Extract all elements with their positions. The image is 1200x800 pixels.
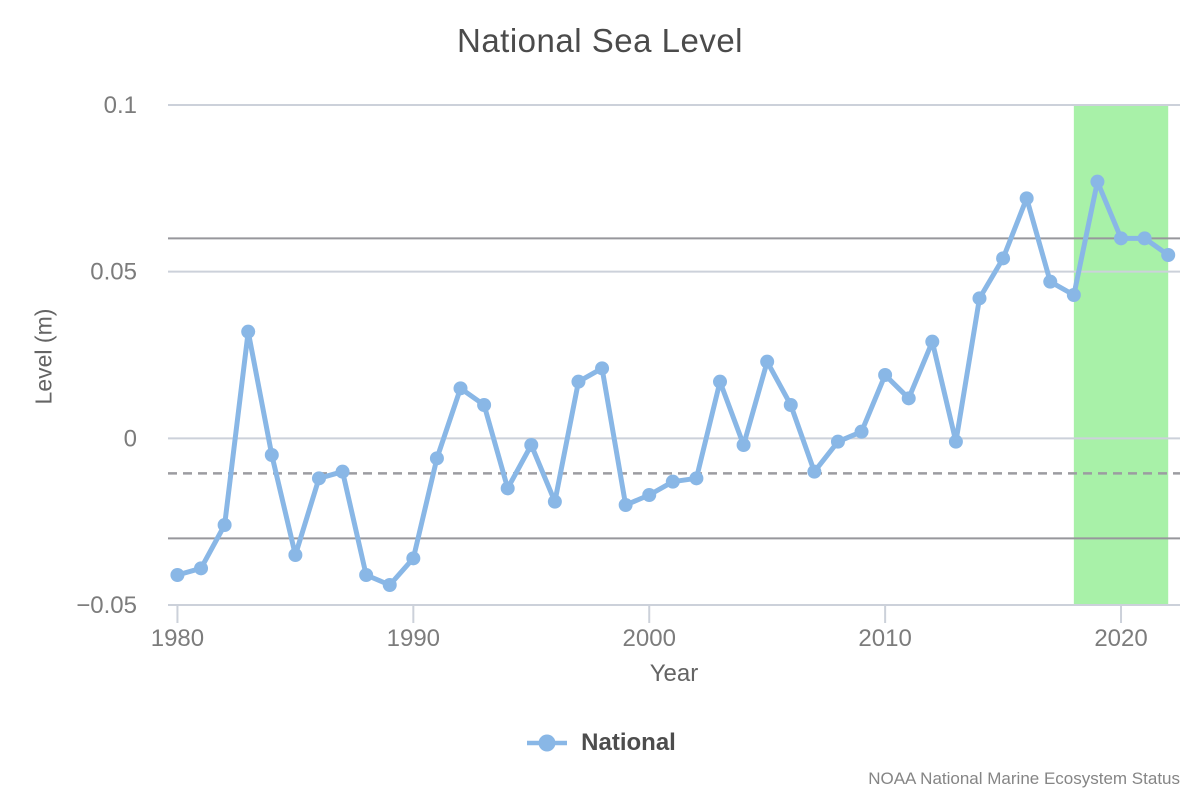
legend[interactable]: National	[0, 729, 1200, 757]
data-point-marker[interactable]	[783, 398, 798, 412]
data-point-marker[interactable]	[713, 374, 727, 389]
legend-label: National	[581, 729, 676, 756]
data-point-marker[interactable]	[878, 368, 893, 382]
x-axis-title: Year	[649, 660, 699, 687]
data-point-marker[interactable]	[642, 488, 657, 502]
data-point-marker[interactable]	[925, 334, 940, 349]
data-point-marker[interactable]	[453, 381, 468, 396]
data-point-marker[interactable]	[1043, 274, 1058, 289]
data-point-marker[interactable]	[1066, 288, 1081, 302]
series-line-national	[174, 179, 1171, 588]
y-tick-label: −0.05	[76, 592, 137, 619]
data-point-marker[interactable]	[359, 568, 374, 582]
data-point-marker[interactable]	[500, 481, 515, 496]
data-point-marker[interactable]	[477, 398, 492, 412]
data-point-marker[interactable]	[288, 548, 303, 562]
data-point-marker[interactable]	[406, 551, 421, 566]
data-point-marker[interactable]	[524, 438, 539, 452]
y-tick-label: 0.05	[90, 259, 137, 286]
data-point-marker[interactable]	[170, 568, 185, 582]
x-tick-label: 1980	[151, 625, 204, 652]
data-point-marker[interactable]	[972, 291, 987, 306]
data-point-marker[interactable]	[595, 361, 610, 376]
data-point-marker[interactable]	[1019, 191, 1034, 206]
data-point-marker[interactable]	[618, 498, 633, 512]
data-point-marker[interactable]	[429, 451, 444, 466]
data-point-marker[interactable]	[948, 434, 963, 449]
attribution-text: NOAA National Marine Ecosystem Status	[868, 769, 1180, 788]
data-point-marker[interactable]	[807, 464, 822, 479]
x-tick-label: 2010	[858, 625, 911, 652]
legend-marker-icon	[527, 734, 568, 752]
x-tick-label: 2000	[623, 625, 676, 652]
data-point-marker[interactable]	[1137, 231, 1152, 246]
data-point-marker[interactable]	[901, 391, 916, 406]
y-tick-label: 0	[124, 425, 137, 452]
y-tick-label: 0.1	[104, 92, 137, 119]
highlight-band	[1073, 105, 1169, 605]
data-point-marker[interactable]	[217, 518, 232, 532]
data-point-marker[interactable]	[689, 471, 704, 486]
x-tick-label: 2020	[1094, 625, 1147, 652]
chart-title: National Sea Level	[456, 22, 744, 59]
data-point-marker[interactable]	[1114, 231, 1129, 246]
data-point-marker[interactable]	[194, 561, 209, 576]
data-point-marker[interactable]	[311, 471, 326, 486]
data-point-marker[interactable]	[665, 474, 680, 489]
data-point-marker[interactable]	[335, 464, 350, 479]
data-point-marker[interactable]	[264, 448, 279, 462]
data-point-marker[interactable]	[736, 438, 751, 452]
data-point-marker[interactable]	[854, 424, 869, 439]
data-point-marker[interactable]	[830, 434, 845, 449]
data-point-marker[interactable]	[382, 578, 397, 592]
data-point-marker[interactable]	[996, 251, 1011, 266]
data-point-marker[interactable]	[241, 324, 256, 339]
data-point-marker[interactable]	[1161, 248, 1176, 262]
data-point-marker[interactable]	[760, 354, 775, 369]
x-tick-label: 1990	[387, 625, 440, 652]
data-point-marker[interactable]	[547, 494, 562, 509]
data-point-marker[interactable]	[1090, 174, 1105, 189]
data-point-marker[interactable]	[571, 374, 586, 389]
